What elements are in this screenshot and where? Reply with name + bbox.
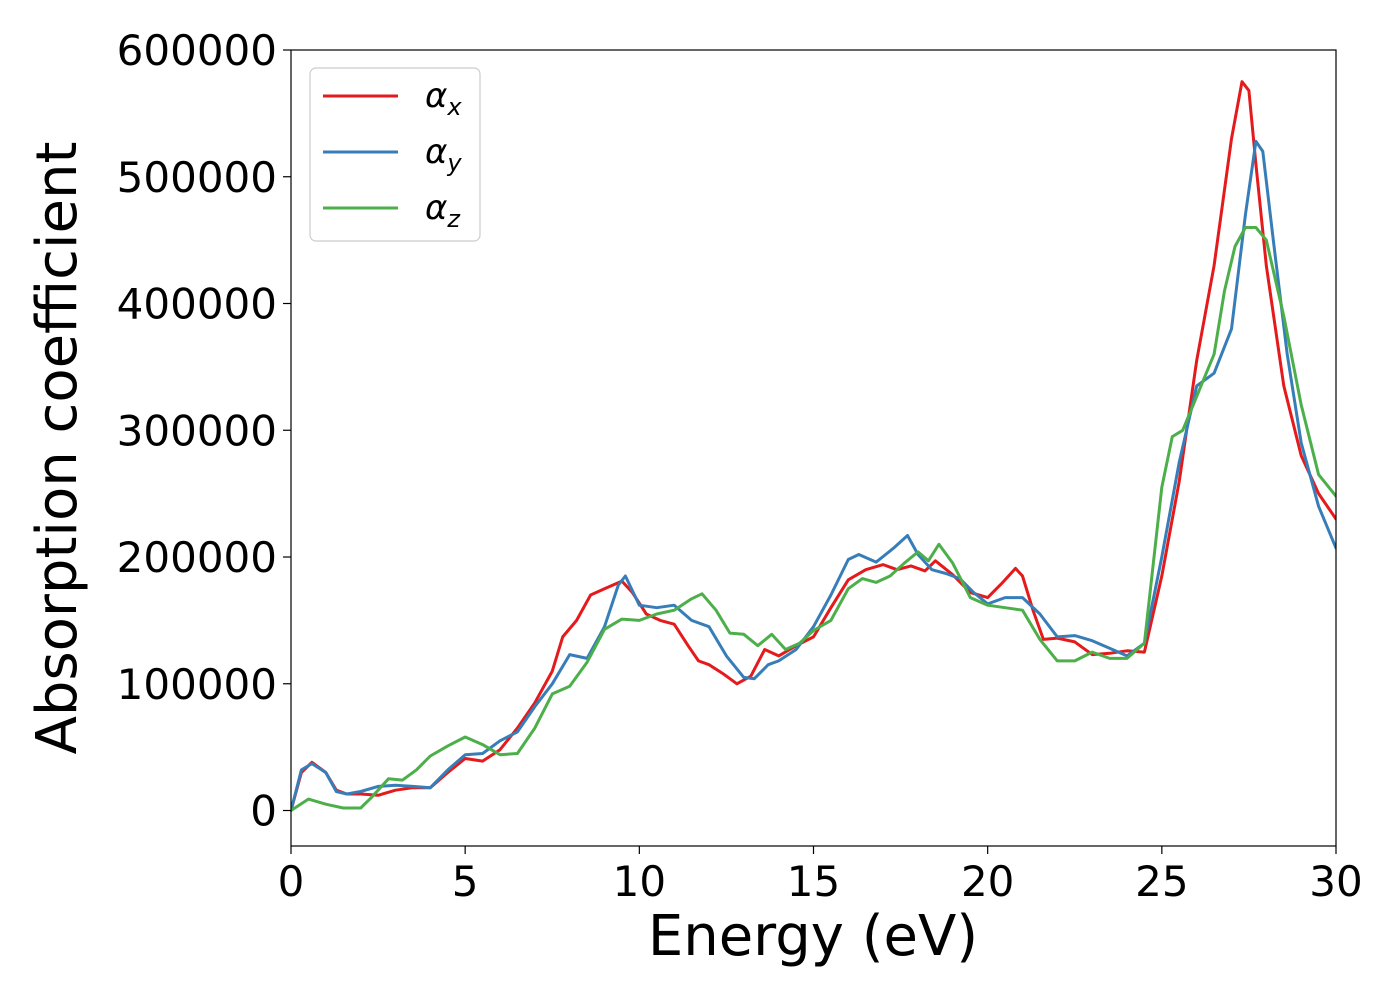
- y-axis-ticks: 0 100000 200000 300000 400000 500000 600000: [117, 26, 291, 836]
- legend-label: αy: [425, 132, 462, 177]
- legend-box: [309, 67, 481, 242]
- x-tick-label: 30: [1309, 857, 1362, 906]
- x-tick-label: 10: [613, 857, 666, 906]
- x-tick-label: 15: [787, 857, 840, 906]
- legend-label: αz: [425, 188, 461, 233]
- y-tick-label: 200000: [117, 533, 277, 582]
- y-tick-label: 300000: [117, 406, 277, 455]
- series-line-y: [291, 139, 1336, 812]
- legend: αx αy αz: [309, 67, 481, 242]
- x-axis-ticks: 0 5 10 15 20 25 30: [278, 846, 1363, 906]
- y-tick-label: 500000: [117, 153, 277, 202]
- x-tick-label: 0: [278, 857, 305, 906]
- y-tick-label: 100000: [117, 660, 277, 709]
- x-axis-title: Energy (eV): [648, 904, 978, 969]
- series-line-z: [291, 226, 1336, 812]
- legend-item-z: αz: [323, 188, 461, 233]
- series-group: [291, 80, 1336, 812]
- series-line-x: [291, 80, 1336, 812]
- y-tick-label: 0: [250, 787, 277, 836]
- y-axis-title: Absorption coefficient: [25, 142, 90, 755]
- y-tick-label: 600000: [117, 26, 277, 75]
- legend-item-x: αx: [323, 76, 462, 121]
- y-tick-label: 400000: [117, 280, 277, 329]
- x-tick-label: 20: [961, 857, 1014, 906]
- legend-item-y: αy: [323, 132, 462, 177]
- legend-label: αx: [425, 76, 462, 121]
- x-tick-label: 5: [452, 857, 479, 906]
- x-tick-label: 25: [1135, 857, 1188, 906]
